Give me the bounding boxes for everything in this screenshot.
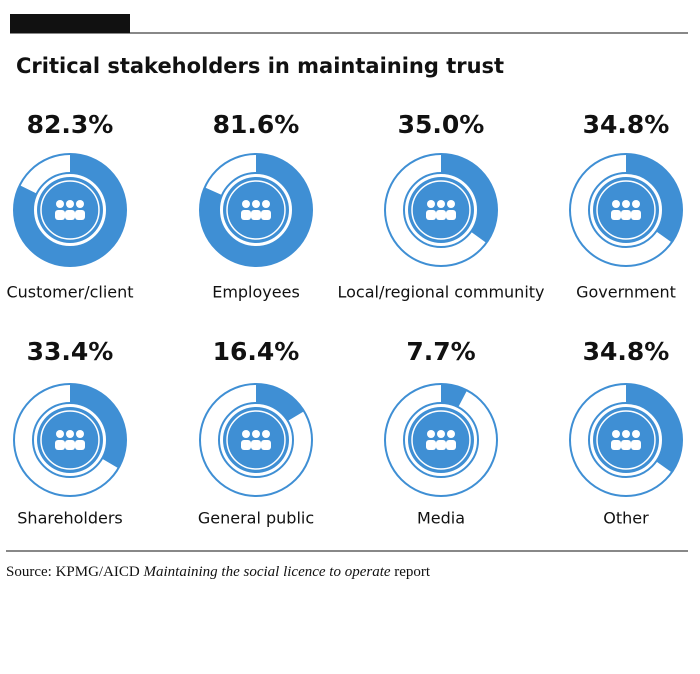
icon-head (437, 430, 445, 438)
icon-head (632, 200, 640, 208)
value-label: 16.4% (213, 337, 300, 366)
donut-segment (256, 384, 305, 421)
value-label: 82.3% (27, 110, 114, 139)
icon-ring (40, 410, 100, 470)
icon-head (622, 200, 630, 208)
donut-segment (626, 154, 683, 243)
icon-body (426, 210, 436, 220)
value-label: 35.0% (398, 110, 485, 139)
icon-body (621, 440, 631, 450)
icon-head (262, 200, 270, 208)
category-label: Government (576, 283, 676, 302)
icon-body (55, 440, 65, 450)
icon-body (426, 440, 436, 450)
donut-segment (626, 384, 683, 473)
icon-body (621, 210, 631, 220)
source: Source: KPMG/AICD Maintaining the social… (6, 564, 431, 580)
icon-head (427, 430, 435, 438)
icon-head (437, 200, 445, 208)
category-label: Media (417, 509, 465, 528)
icon-ring (411, 180, 471, 240)
category-label: Shareholders (17, 509, 122, 528)
value-label: 34.8% (583, 337, 670, 366)
icon-head (252, 430, 260, 438)
category-label: Local/regional community (337, 283, 544, 302)
icon-ring (226, 410, 286, 470)
icon-body (436, 440, 446, 450)
icon-ring (411, 410, 471, 470)
icon-body (261, 440, 271, 450)
icon-body (261, 210, 271, 220)
icon-head (66, 200, 74, 208)
icon-body (611, 210, 621, 220)
icon-head (622, 430, 630, 438)
icon-head (242, 430, 250, 438)
icon-head (66, 430, 74, 438)
icon-body (75, 440, 85, 450)
chart-title: Critical stakeholders in maintaining tru… (16, 54, 504, 78)
icon-head (612, 430, 620, 438)
icon-head (252, 200, 260, 208)
category-label: Other (603, 509, 649, 528)
category-label: Employees (212, 283, 300, 302)
source-title: Maintaining the social licence to operat… (143, 564, 391, 580)
icon-head (262, 430, 270, 438)
icon-body (631, 210, 641, 220)
icon-body (241, 440, 251, 450)
icon-body (446, 210, 456, 220)
icon-head (56, 430, 64, 438)
icon-ring (40, 180, 100, 240)
category-label: General public (198, 509, 314, 528)
header-bar (10, 14, 130, 33)
icon-body (611, 440, 621, 450)
icon-body (75, 210, 85, 220)
icon-body (55, 210, 65, 220)
value-label: 33.4% (27, 337, 114, 366)
donut-segment (13, 154, 127, 267)
icon-body (436, 210, 446, 220)
donut-segment (441, 384, 468, 408)
icon-head (76, 430, 84, 438)
source-suffix: report (394, 564, 431, 580)
icon-head (56, 200, 64, 208)
icon-body (251, 440, 261, 450)
value-label: 7.7% (406, 337, 475, 366)
icon-head (447, 430, 455, 438)
icon-head (612, 200, 620, 208)
icon-body (446, 440, 456, 450)
icon-body (65, 440, 75, 450)
icon-body (631, 440, 641, 450)
icon-head (427, 200, 435, 208)
value-label: 81.6% (213, 110, 300, 139)
icon-ring (596, 410, 656, 470)
category-label: Customer/client (6, 283, 133, 302)
icon-ring (596, 180, 656, 240)
icon-head (76, 200, 84, 208)
icon-body (241, 210, 251, 220)
icon-head (632, 430, 640, 438)
icon-head (242, 200, 250, 208)
icon-head (447, 200, 455, 208)
icon-body (251, 210, 261, 220)
icon-ring (226, 180, 286, 240)
donut-segment (199, 154, 312, 267)
source-prefix: Source: KPMG/AICD (6, 564, 140, 580)
donut-segment (441, 154, 497, 243)
icon-body (65, 210, 75, 220)
value-label: 34.8% (583, 110, 670, 139)
